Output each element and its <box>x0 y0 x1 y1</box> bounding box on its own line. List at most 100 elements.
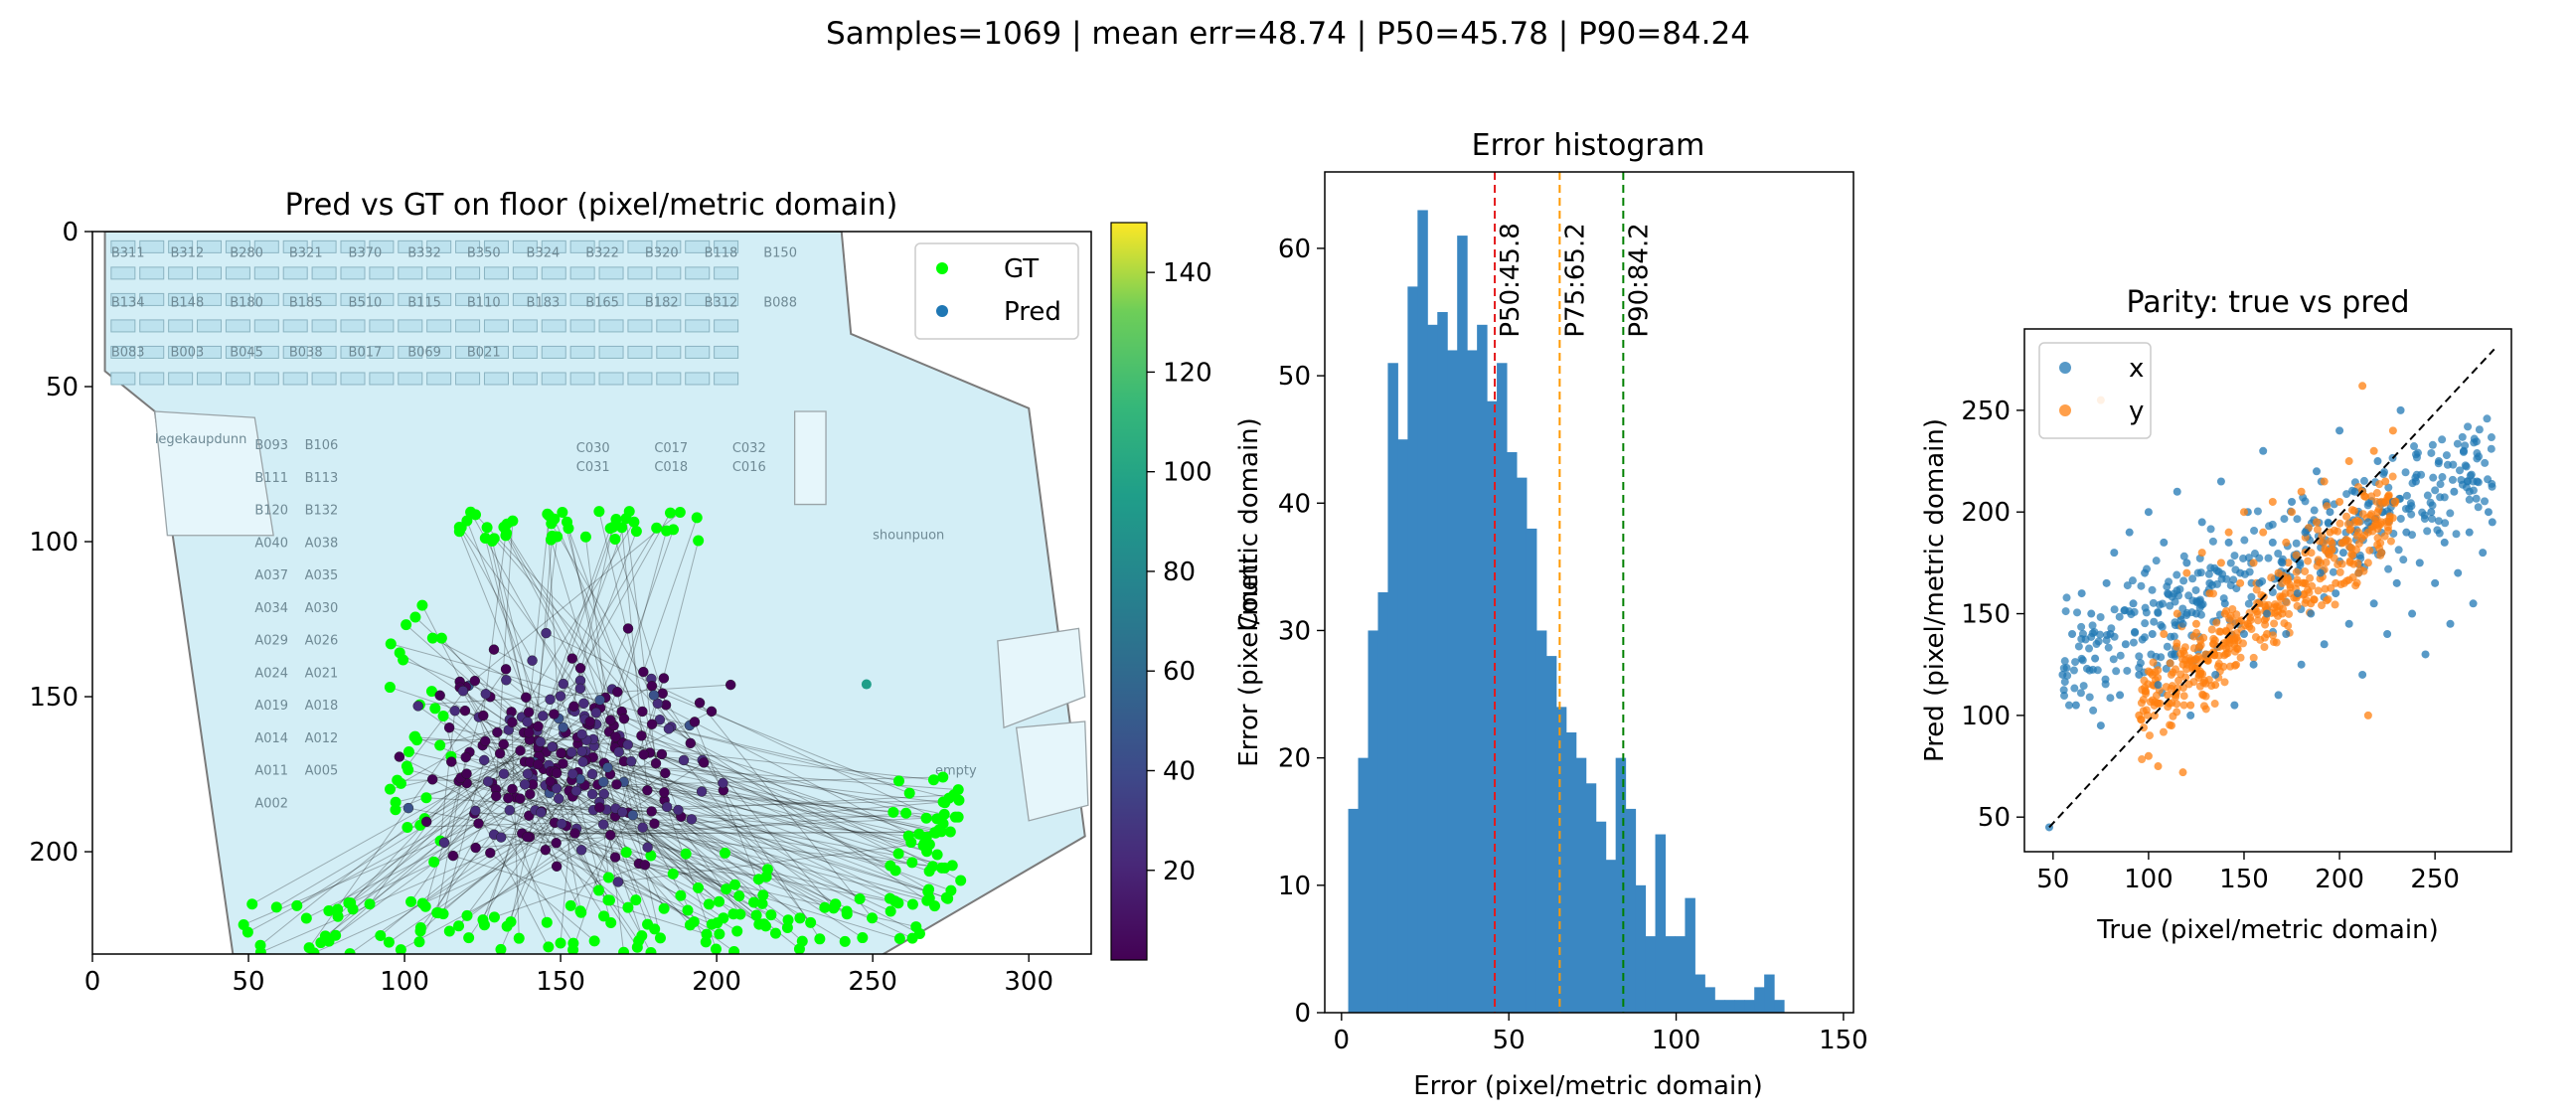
parity-y-point <box>2243 619 2252 628</box>
parity-x-point <box>2137 581 2146 590</box>
floor-label: B320 <box>645 246 679 261</box>
parity-x-point <box>2081 635 2090 644</box>
parity-x-point <box>2324 518 2333 527</box>
parity-y-point <box>2344 543 2353 552</box>
gt-pred-link <box>557 772 947 898</box>
parity-x-point <box>2338 549 2347 558</box>
parity-x-point <box>2407 510 2416 519</box>
gt-pred-link <box>538 512 671 747</box>
gt-point <box>435 632 447 644</box>
parity-y-point <box>2140 723 2149 732</box>
floor-map-frame <box>91 231 1092 955</box>
gt-point <box>887 806 899 818</box>
parity-y-point <box>2205 589 2214 598</box>
parity-x-point <box>2093 666 2102 675</box>
gt-pred-link <box>469 751 726 890</box>
pred-point <box>551 783 563 794</box>
gt-point <box>567 937 579 949</box>
parity-frame <box>2023 328 2512 853</box>
parity-x-point <box>2154 607 2163 616</box>
parity-x-point <box>2064 701 2073 710</box>
parity-y-point <box>2178 647 2187 656</box>
parity-y-point <box>2201 692 2210 701</box>
gt-pred-link <box>524 761 735 885</box>
floor-map-legend-box <box>914 242 1079 340</box>
parity-x-point <box>2186 711 2195 720</box>
parity-y-point <box>2227 630 2236 639</box>
floor-shop-tile <box>369 319 395 333</box>
gt-pred-link <box>510 768 545 922</box>
gt-point <box>944 826 956 838</box>
y-tick-label: 100 <box>1961 702 2011 731</box>
pred-point <box>501 675 512 686</box>
histogram-bar <box>1565 732 1577 1013</box>
gt-point <box>854 893 866 905</box>
parity-y-point <box>2239 508 2248 517</box>
parity-x-point <box>2402 491 2411 500</box>
legend-gt-label: GT <box>1004 254 1039 284</box>
parity-x-point <box>2078 656 2087 665</box>
parity-y-point <box>2209 639 2218 648</box>
floor-label: B350 <box>467 246 501 261</box>
legend-y-label: y <box>2129 397 2144 426</box>
gt-point <box>937 771 949 783</box>
gt-pred-link <box>699 702 873 919</box>
pred-point <box>618 713 630 724</box>
parity-x-point <box>2402 528 2411 537</box>
parity-x-point <box>2462 483 2471 492</box>
parity-x-point <box>2457 475 2466 484</box>
parity-y-point <box>2196 670 2205 679</box>
gt-pred-link <box>399 756 682 896</box>
parity-title: Parity: true vs pred <box>2126 285 2409 320</box>
histogram-bar <box>1348 808 1360 1013</box>
parity-x-point <box>2427 448 2436 457</box>
gt-point <box>555 937 566 949</box>
parity-y-point <box>2268 497 2277 506</box>
pred-point <box>412 701 423 712</box>
pred-point <box>574 663 586 674</box>
pred-point <box>686 814 698 825</box>
parity-x-point <box>2481 497 2490 506</box>
gt-point <box>498 521 510 533</box>
gt-pred-link <box>482 793 531 920</box>
parity-x-point <box>2158 622 2167 631</box>
pred-point <box>469 675 480 687</box>
parity-y-point <box>2306 573 2315 582</box>
gt-point <box>375 929 387 941</box>
parity-y-point <box>2365 546 2374 555</box>
gt-point <box>541 916 553 928</box>
parity-x-point <box>2129 599 2138 608</box>
parity-x-point <box>2428 501 2437 510</box>
gt-pred-link <box>550 780 788 928</box>
parity-x-point <box>2259 446 2268 455</box>
histogram-ticks: 0 50 100 150 0 10 20 30 40 50 60 <box>1278 235 1868 1055</box>
floor-label: C017 <box>654 441 688 456</box>
parity-y-point <box>2375 480 2384 489</box>
pred-point <box>485 847 496 859</box>
floor-shop-tile <box>512 240 538 253</box>
floor-shop-tile <box>340 319 366 333</box>
floor-label: legekaupdunn <box>155 432 247 447</box>
pred-point <box>545 694 556 705</box>
floor-shop-tile <box>253 345 279 359</box>
floor-shop-tile <box>569 292 595 306</box>
parity-reference-line <box>2048 348 2496 829</box>
histogram-bar <box>1615 757 1627 1013</box>
parity-x-point <box>2446 619 2455 628</box>
pred-point <box>646 806 657 817</box>
floor-shop-tile <box>426 319 452 333</box>
gt-point <box>720 847 731 859</box>
floor-shop-tile <box>369 345 395 359</box>
pred-point <box>446 756 457 767</box>
pred-point <box>638 749 649 760</box>
gt-pred-link <box>681 816 953 867</box>
parity-y-point <box>2330 554 2338 562</box>
parity-x-point <box>2280 515 2289 524</box>
y-tick-label: 0 <box>62 218 79 247</box>
parity-x-point <box>2442 451 2451 460</box>
parity-x-point <box>2211 670 2220 679</box>
floor-label: B111 <box>254 471 288 486</box>
pred-point <box>523 707 535 718</box>
parity-y-point <box>2219 639 2228 648</box>
parity-x-point <box>2326 508 2334 517</box>
